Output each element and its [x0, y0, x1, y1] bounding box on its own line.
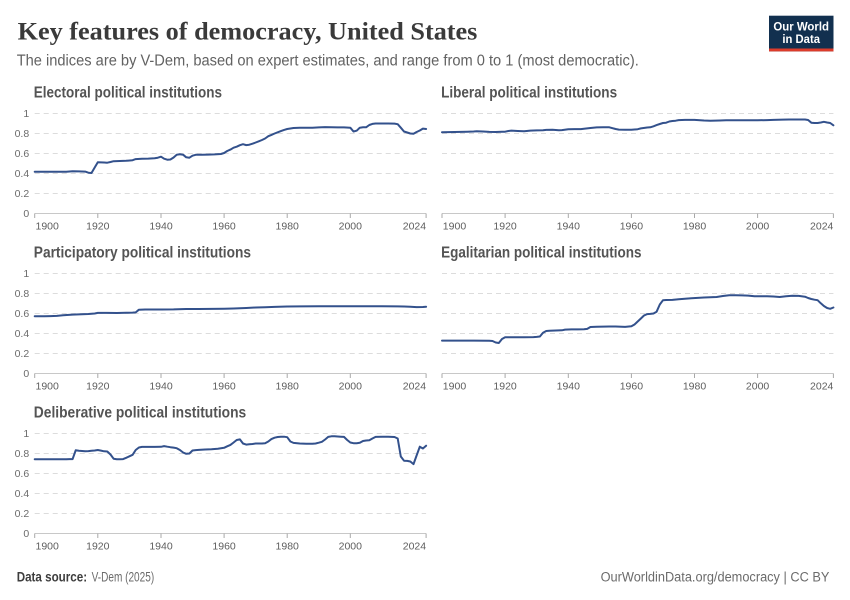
- svg-text:1920: 1920: [86, 380, 110, 392]
- svg-text:1960: 1960: [620, 380, 644, 392]
- svg-text:1920: 1920: [493, 220, 517, 232]
- svg-text:Liberal political institutions: Liberal political institutions: [441, 84, 617, 101]
- svg-text:0.6: 0.6: [15, 308, 30, 320]
- svg-text:1900: 1900: [36, 540, 60, 552]
- svg-text:1980: 1980: [683, 380, 707, 392]
- svg-text:0.4: 0.4: [15, 488, 30, 500]
- svg-text:1960: 1960: [212, 540, 236, 552]
- svg-text:1960: 1960: [212, 380, 236, 392]
- svg-text:2000: 2000: [746, 220, 770, 232]
- svg-text:1960: 1960: [620, 220, 644, 232]
- svg-text:1940: 1940: [557, 220, 581, 232]
- svg-text:1980: 1980: [276, 540, 300, 552]
- svg-text:1900: 1900: [443, 380, 467, 392]
- svg-text:2024: 2024: [403, 540, 427, 552]
- svg-text:1940: 1940: [149, 380, 173, 392]
- svg-text:0.4: 0.4: [15, 328, 30, 340]
- svg-text:0.6: 0.6: [15, 148, 30, 160]
- svg-text:Deliberative political institu: Deliberative political institutions: [34, 404, 246, 421]
- svg-text:Egalitarian political institut: Egalitarian political institutions: [441, 244, 641, 261]
- svg-text:1980: 1980: [683, 220, 707, 232]
- svg-text:2024: 2024: [403, 220, 427, 232]
- svg-text:1900: 1900: [443, 220, 467, 232]
- svg-text:1900: 1900: [36, 380, 60, 392]
- svg-text:Our World: Our World: [773, 20, 829, 34]
- svg-text:1940: 1940: [149, 540, 173, 552]
- svg-text:0.2: 0.2: [15, 348, 30, 360]
- svg-text:2000: 2000: [339, 380, 363, 392]
- svg-text:0.8: 0.8: [15, 288, 30, 300]
- svg-text:0.2: 0.2: [15, 508, 30, 520]
- svg-text:0: 0: [23, 528, 29, 540]
- svg-text:0.8: 0.8: [15, 128, 30, 140]
- svg-text:1: 1: [23, 428, 29, 440]
- svg-text:1920: 1920: [86, 540, 110, 552]
- svg-text:2000: 2000: [339, 220, 363, 232]
- svg-text:in Data: in Data: [782, 32, 820, 46]
- svg-text:0: 0: [23, 368, 29, 380]
- svg-text:1: 1: [23, 108, 29, 120]
- svg-text:0.2: 0.2: [15, 188, 30, 200]
- svg-text:2024: 2024: [810, 380, 834, 392]
- svg-text:1960: 1960: [212, 220, 236, 232]
- svg-text:1: 1: [23, 268, 29, 280]
- svg-text:Key features of democracy, Uni: Key features of democracy, United States: [18, 18, 478, 45]
- svg-text:2000: 2000: [339, 540, 363, 552]
- svg-text:0.6: 0.6: [15, 468, 30, 480]
- svg-text:1940: 1940: [557, 380, 581, 392]
- svg-text:V-Dem (2025): V-Dem (2025): [92, 569, 155, 584]
- svg-text:1940: 1940: [149, 220, 173, 232]
- svg-text:1920: 1920: [86, 220, 110, 232]
- svg-text:Participatory political instit: Participatory political institutions: [34, 244, 251, 261]
- svg-text:1900: 1900: [36, 220, 60, 232]
- svg-text:0: 0: [23, 208, 29, 220]
- svg-text:1980: 1980: [276, 220, 300, 232]
- svg-text:0.4: 0.4: [15, 168, 30, 180]
- svg-text:2024: 2024: [810, 220, 834, 232]
- svg-text:1920: 1920: [493, 380, 517, 392]
- svg-text:Electoral political institutio: Electoral political institutions: [34, 84, 222, 101]
- svg-text:2000: 2000: [746, 380, 770, 392]
- svg-text:1980: 1980: [276, 380, 300, 392]
- svg-text:2024: 2024: [403, 380, 427, 392]
- svg-text:OurWorldinData.org/democracy |: OurWorldinData.org/democracy | CC BY: [601, 569, 830, 584]
- svg-text:Data source:: Data source:: [17, 569, 87, 584]
- svg-text:0.8: 0.8: [15, 448, 30, 460]
- svg-text:The indices are by V-Dem, base: The indices are by V-Dem, based on exper…: [17, 52, 639, 69]
